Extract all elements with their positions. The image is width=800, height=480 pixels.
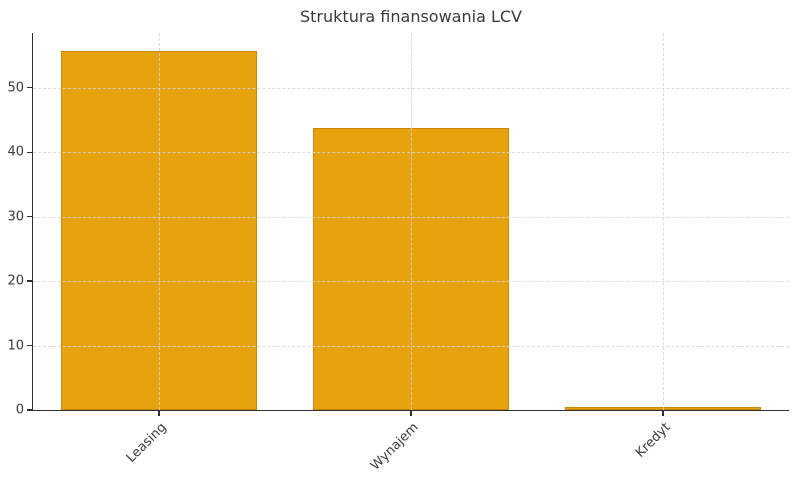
y-tick-mark — [27, 409, 32, 411]
y-tick-mark — [27, 344, 32, 347]
x-axis-spine — [32, 409, 789, 411]
y-tick-label: 20 — [7, 273, 24, 289]
bar-kredyt — [564, 406, 762, 410]
y-tick-mark — [27, 280, 32, 282]
y-axis-spine — [32, 33, 34, 410]
x-tick-mark — [410, 411, 412, 416]
y-tick-mark — [27, 215, 32, 218]
gridline-vertical — [663, 33, 664, 410]
x-tick-mark — [158, 411, 160, 416]
y-tick-label: 30 — [7, 209, 24, 225]
y-tick-mark — [27, 151, 32, 153]
chart-title: Struktura finansowania LCV — [300, 7, 522, 26]
x-tick-label: Kredyt — [632, 420, 674, 461]
gridline-vertical — [159, 33, 160, 410]
y-tick-label: 40 — [7, 144, 24, 160]
y-tick-label: 10 — [7, 338, 24, 354]
bar-wynajem — [312, 127, 510, 410]
plot-area: 0 10 20 30 40 50 Leasing Wynajem Kredyt — [7, 33, 789, 474]
y-tick-label: 50 — [7, 80, 24, 96]
bar-leasing — [60, 51, 258, 410]
x-tick-label: Leasing — [123, 420, 170, 466]
x-tick-label: Wynajem — [367, 420, 422, 474]
x-tick-mark — [662, 411, 664, 416]
y-tick-label: 0 — [15, 402, 24, 418]
y-tick-mark — [27, 87, 32, 89]
gridline-vertical — [411, 33, 412, 410]
